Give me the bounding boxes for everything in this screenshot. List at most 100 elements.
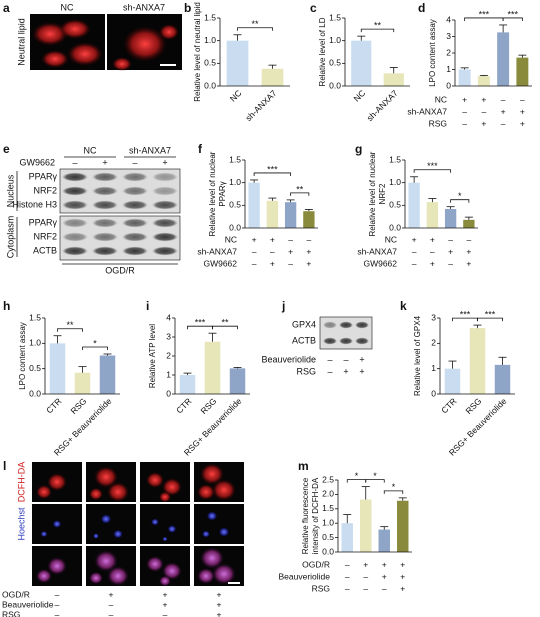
y-tick-label: 0.0 <box>29 388 41 398</box>
condition-mark: + <box>448 246 453 256</box>
condition-mark: – <box>482 106 487 116</box>
cell <box>67 42 103 66</box>
cell <box>47 473 67 491</box>
condition-mark: + <box>430 234 435 244</box>
cell <box>113 529 123 539</box>
condition-mark: – <box>430 246 435 256</box>
condition-label: sh-ANXA7 <box>197 246 237 256</box>
cell <box>206 511 218 521</box>
bar <box>226 40 249 86</box>
band <box>323 321 337 329</box>
y-axis-label: Relative ATP level <box>148 324 157 388</box>
panel-letter: a <box>3 1 10 15</box>
panel-letter: f <box>198 142 203 156</box>
band <box>92 200 118 210</box>
condition-mark: + <box>252 234 257 244</box>
cell <box>159 24 179 40</box>
condition-mark: + <box>343 366 348 376</box>
band <box>152 186 178 196</box>
band <box>92 186 118 196</box>
y-tick-label: 1.0 <box>29 338 41 348</box>
y-tick-label: 0.0 <box>329 80 341 90</box>
significance-bracket <box>253 172 292 176</box>
bar <box>179 375 196 394</box>
cell <box>212 563 236 585</box>
bar <box>383 73 404 86</box>
y-tick-label: 0 <box>446 80 451 90</box>
y-tick-label: 1 <box>446 64 451 74</box>
band <box>152 218 178 228</box>
bar <box>360 499 372 552</box>
cell <box>94 466 118 488</box>
band <box>339 321 353 329</box>
condition-mark: – <box>288 258 293 268</box>
condition-mark: + <box>481 94 486 104</box>
y-tick-label: 1 <box>431 363 436 373</box>
y-tick-label: 0 <box>166 388 171 398</box>
y-axis-label: Relative level of nuclear <box>368 151 377 236</box>
band <box>62 246 88 256</box>
cell <box>36 568 52 584</box>
condition-label: GW9662 <box>363 258 397 268</box>
panel-letter: l <box>3 459 6 473</box>
condition-mark: – <box>412 258 417 268</box>
y-tick-label: 1.0 <box>389 177 401 187</box>
micrograph <box>86 504 136 544</box>
y-tick-label: 1.5 <box>389 154 401 164</box>
bar <box>494 364 511 394</box>
treatment-mark: + <box>162 157 167 167</box>
band-label: PPARγ <box>29 171 58 181</box>
significance-label: * <box>458 191 462 201</box>
condition-mark: – <box>327 366 332 376</box>
condition-mark: + <box>520 106 525 116</box>
cell <box>107 566 129 586</box>
y-tick-label: 3 <box>446 31 451 41</box>
cell <box>197 567 215 585</box>
cell <box>167 524 177 534</box>
condition-label: Beauveriolide <box>278 571 330 581</box>
condition-mark: – <box>462 118 467 128</box>
cell <box>162 536 168 542</box>
cell <box>112 57 132 71</box>
cell <box>201 530 211 538</box>
y-tick-label: 0 <box>431 388 436 398</box>
bar <box>266 200 279 228</box>
condition-mark: – <box>55 599 60 609</box>
y-axis-label: Relative level of neutral lipid <box>193 2 202 102</box>
condition-label: RSG <box>429 118 447 128</box>
condition-mark: + <box>270 234 275 244</box>
condition-mark: – <box>252 258 257 268</box>
condition-mark: + <box>462 94 467 104</box>
band-label: GPX4 <box>292 319 316 329</box>
y-axis-label: Relative fluorescence <box>301 477 310 554</box>
band <box>92 172 118 182</box>
condition-mark: – <box>109 599 114 609</box>
condition-mark: + <box>363 559 368 569</box>
band <box>62 200 88 210</box>
cell <box>59 19 91 39</box>
condition-label: OGD/R <box>302 559 330 569</box>
condition-mark: + <box>412 234 417 244</box>
condition-label: Beauveriolide <box>2 599 54 609</box>
condition-mark: + <box>217 589 222 599</box>
treatment-mark: – <box>72 157 77 167</box>
y-tick-label: 2.5 <box>322 474 334 484</box>
band <box>323 337 337 345</box>
bar <box>261 68 284 86</box>
panel-letter: i <box>146 299 149 313</box>
condition-mark: – <box>520 94 525 104</box>
condition-mark: – <box>501 118 506 128</box>
band-label: NRF2 <box>33 185 57 195</box>
x-tick-label: sh-ANXA7 <box>365 88 400 123</box>
significance-label: ** <box>296 184 304 194</box>
condition-label: NC <box>385 234 397 244</box>
condition-mark: + <box>481 118 486 128</box>
y-tick-label: 1.0 <box>229 177 241 187</box>
cell <box>123 26 167 62</box>
cell <box>107 482 129 502</box>
condition-mark: – <box>412 246 417 256</box>
condition-mark: + <box>501 106 506 116</box>
condition-mark: – <box>55 609 60 617</box>
band <box>122 232 148 242</box>
bar <box>497 32 510 86</box>
